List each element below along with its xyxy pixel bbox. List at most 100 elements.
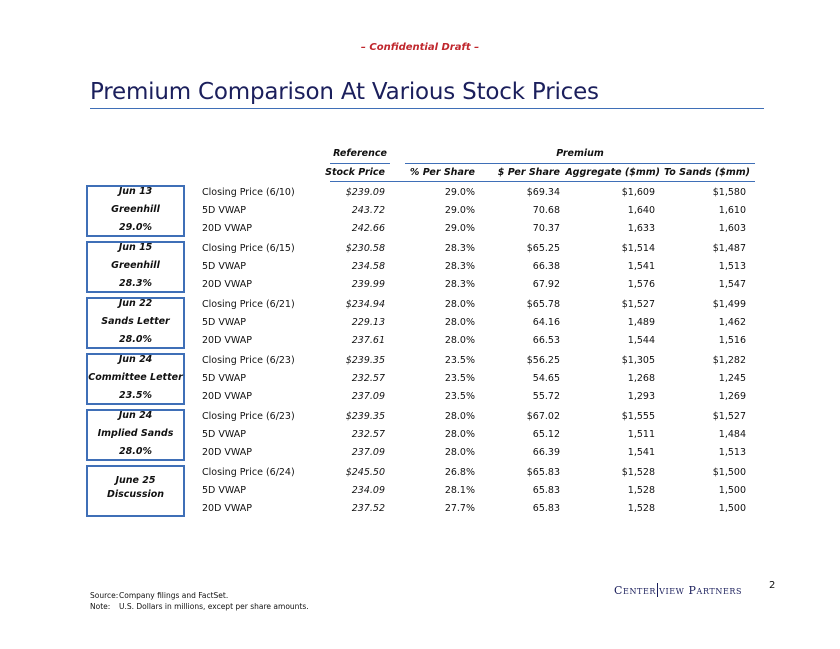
header-stock-price: Stock Price [325,167,385,178]
cell-pct-per-share: 29.0% [444,187,475,198]
page-title: Premium Comparison At Various Stock Pric… [90,79,599,105]
group-box [86,353,185,405]
cell-stock-price: 229.13 [351,317,385,328]
footnote-text: Company filings and FactSet. [119,591,229,600]
group-label-line: Jun 24 [118,410,153,421]
group-label-line: Discussion [106,489,165,500]
row-label: 20D VWAP [202,391,253,402]
footnote-source: Source: Company filings and FactSet. [90,590,309,601]
group-label-line: Greenhill [111,260,160,271]
cell-stock-price: $239.09 [345,187,385,198]
cell-aggregate: 1,268 [627,373,655,384]
cell-aggregate: $1,528 [621,467,655,478]
cell-pct-per-share: 23.5% [444,373,475,384]
cell-to-sands: $1,282 [712,355,746,366]
cell-usd-per-share: 65.83 [532,503,560,514]
cell-aggregate: $1,514 [621,243,655,254]
cell-usd-per-share: 54.65 [532,373,560,384]
cell-pct-per-share: 28.0% [444,411,475,422]
cell-pct-per-share: 26.8% [444,467,475,478]
header-reference: Reference [333,148,387,159]
cell-usd-per-share: 65.12 [532,429,560,440]
row-label: Closing Price (6/10) [202,187,295,198]
cell-to-sands: 1,603 [718,223,746,234]
cell-to-sands: 1,462 [718,317,746,328]
cell-pct-per-share: 28.3% [444,261,475,272]
cell-usd-per-share: 70.37 [532,223,560,234]
cell-usd-per-share: 64.16 [532,317,560,328]
cell-to-sands: 1,500 [718,485,746,496]
cell-aggregate: $1,305 [621,355,655,366]
group-label-line: Committee Letter [88,372,183,383]
header-rule-premium [405,163,755,164]
cell-stock-price: $239.35 [345,355,385,366]
cell-aggregate: 1,541 [627,261,655,272]
cell-stock-price: 239.99 [351,279,385,290]
cell-stock-price: 237.61 [351,335,385,346]
cell-pct-per-share: 28.3% [444,243,475,254]
cell-aggregate: 1,528 [627,503,655,514]
cell-usd-per-share: $67.02 [526,411,560,422]
header-aggregate: Aggregate ($mm) [565,167,660,178]
cell-pct-per-share: 29.0% [444,223,475,234]
cell-stock-price: 237.52 [351,503,385,514]
group-box [86,185,185,237]
group-label-line: 23.5% [119,390,152,401]
row-label: 5D VWAP [202,317,246,328]
cell-stock-price: 237.09 [351,447,385,458]
group-label-line: Sands Letter [101,316,170,327]
cell-usd-per-share: 65.83 [532,485,560,496]
cell-aggregate: 1,511 [627,429,655,440]
cell-stock-price: $239.35 [345,411,385,422]
row-label: 20D VWAP [202,279,253,290]
header-usd-per-share: $ Per Share [497,167,560,178]
row-label: 5D VWAP [202,205,246,216]
group-label-line: June 25 [115,475,156,486]
cell-to-sands: $1,527 [712,411,746,422]
row-label: 5D VWAP [202,373,246,384]
cell-to-sands: $1,580 [712,187,746,198]
group-box [86,409,185,461]
cell-stock-price: $245.50 [345,467,385,478]
cell-to-sands: $1,487 [712,243,746,254]
footnotes: Source: Company filings and FactSet. Not… [90,590,309,612]
page-number: 2 [769,580,776,591]
cell-to-sands: 1,245 [718,373,746,384]
cell-pct-per-share: 27.7% [444,503,475,514]
logo-divider [657,583,659,597]
cell-to-sands: $1,499 [712,299,746,310]
group-label-line: 29.0% [119,222,152,233]
cell-to-sands: 1,484 [718,429,746,440]
group-label-line: 28.0% [119,446,152,457]
group-label-line: 28.0% [119,334,152,345]
cell-to-sands: 1,500 [718,503,746,514]
cell-stock-price: 232.57 [351,373,385,384]
cell-pct-per-share: 23.5% [444,355,475,366]
cell-to-sands: $1,500 [712,467,746,478]
cell-usd-per-share: 55.72 [532,391,560,402]
cell-pct-per-share: 28.0% [444,429,475,440]
row-label: Closing Price (6/21) [202,299,295,310]
group-label-line: Jun 13 [118,186,153,197]
logo-part-2: view Partners [659,584,743,597]
group-box [86,241,185,293]
cell-to-sands: 1,513 [718,447,746,458]
cell-aggregate: 1,640 [627,205,655,216]
cell-stock-price: 237.09 [351,391,385,402]
cell-stock-price: 232.57 [351,429,385,440]
header-rule-columns [330,181,755,182]
cell-usd-per-share: $65.25 [526,243,560,254]
cell-stock-price: $234.94 [345,299,385,310]
logo-part-1: Center [614,584,657,597]
confidential-draft-label: – Confidential Draft – [360,42,480,53]
cell-aggregate: 1,293 [627,391,655,402]
footnote-note: Note: U.S. Dollars in millions, except p… [90,601,309,612]
row-label: 20D VWAP [202,503,253,514]
group-label-line: Greenhill [111,204,160,215]
cell-aggregate: 1,576 [627,279,655,290]
cell-usd-per-share: $69.34 [526,187,560,198]
cell-to-sands: 1,547 [718,279,746,290]
row-label: 20D VWAP [202,223,253,234]
cell-usd-per-share: 66.39 [532,447,560,458]
cell-aggregate: 1,489 [627,317,655,328]
